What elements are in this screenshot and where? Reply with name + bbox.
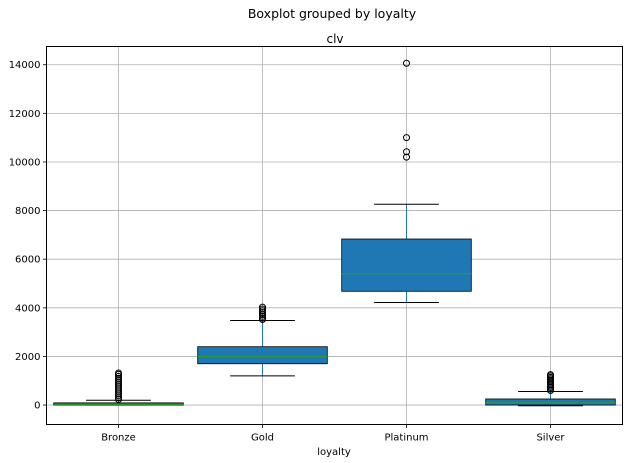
outlier-point [115, 372, 122, 380]
x-tick-label: Gold [251, 433, 274, 444]
outlier-point [403, 59, 410, 67]
plot-frame [46, 46, 623, 425]
outlier-point [115, 369, 122, 377]
box-gold [197, 303, 328, 377]
y-tick-label: 14000 [9, 60, 41, 71]
x-axis-label: loyalty [317, 447, 351, 458]
outlier-point [403, 153, 410, 161]
iqr-box [197, 346, 328, 365]
y-tick-label: 4000 [15, 303, 40, 314]
x-tick-label: Platinum [384, 433, 428, 444]
box-bronze [53, 369, 184, 406]
y-tick-label: 0 [34, 401, 40, 412]
chart-title: clv [326, 32, 343, 46]
iqr-box [341, 238, 472, 292]
box-platinum [341, 59, 472, 303]
outlier-point [403, 134, 410, 142]
x-tick-label: Bronze [101, 433, 136, 444]
chart-suptitle: Boxplot grouped by loyalty [248, 6, 417, 21]
y-tick-label: 10000 [9, 157, 41, 168]
outlier-point [115, 374, 122, 382]
outlier-point [259, 303, 266, 311]
boxes [53, 59, 616, 407]
axes: 0 2000 4000 6000 8000 10000 12000 14000 Bronze Go… [9, 60, 566, 443]
y-tick-label: 8000 [15, 206, 40, 217]
outlier-point [259, 305, 266, 313]
x-tick-label: Silver [536, 433, 565, 444]
box-silver [485, 371, 616, 407]
y-tick-label: 12000 [9, 109, 41, 120]
y-tick-label: 6000 [15, 255, 40, 266]
y-tick-label: 2000 [15, 352, 40, 363]
outlier-point [547, 371, 554, 379]
iqr-box [485, 398, 616, 406]
outlier-point [403, 148, 410, 156]
